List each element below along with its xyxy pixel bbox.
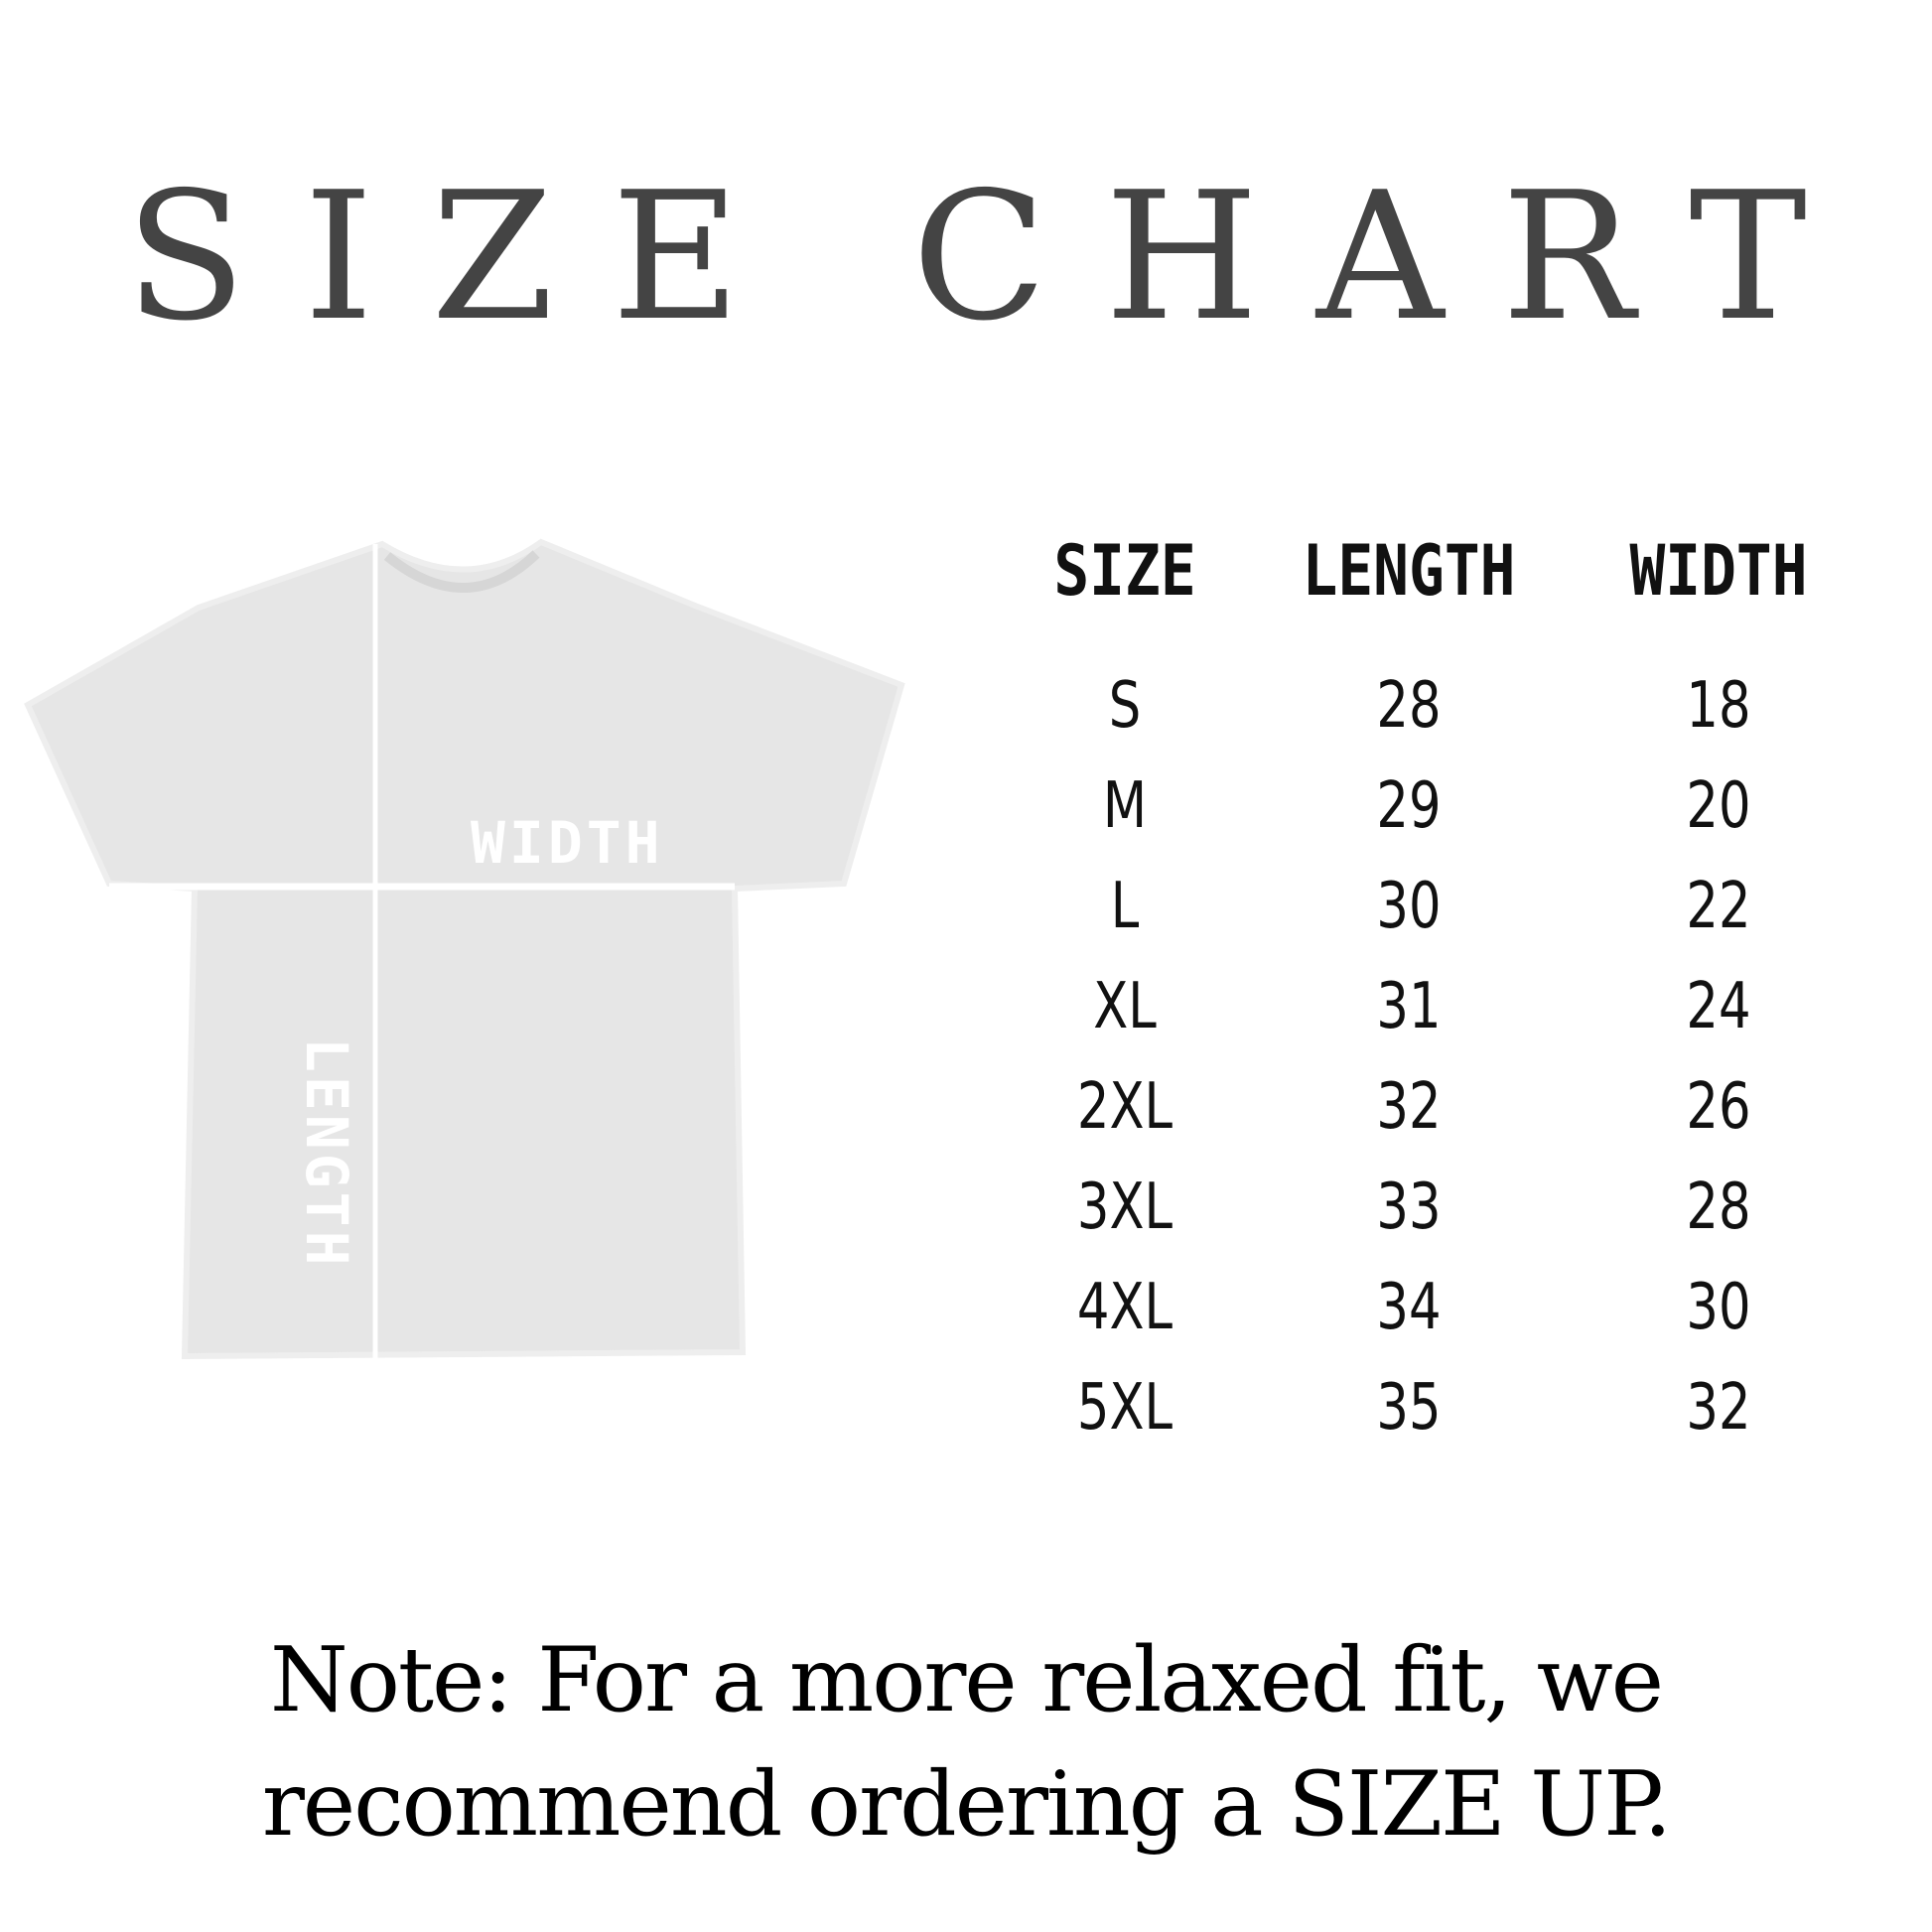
table-row: 2XL 32 26 [1033, 1056, 1906, 1157]
cell-width: 20 [1686, 768, 1751, 843]
table-row: M 29 20 [1033, 756, 1906, 856]
cell-length: 34 [1376, 1270, 1442, 1344]
cell-width: 24 [1686, 969, 1751, 1043]
table-row: 5XL 35 32 [1033, 1357, 1906, 1457]
cell-size: XL [1093, 969, 1157, 1043]
cell-size: 2XL [1076, 1069, 1173, 1144]
cell-length: 32 [1376, 1069, 1442, 1144]
cell-size: 4XL [1076, 1270, 1173, 1344]
cell-width: 22 [1686, 869, 1751, 943]
table-row: 4XL 34 30 [1033, 1257, 1906, 1357]
cell-width: 30 [1686, 1270, 1751, 1344]
cell-size: M [1102, 768, 1148, 843]
tshirt-shape [24, 538, 905, 1360]
cell-width: 28 [1686, 1170, 1751, 1244]
tshirt-image [24, 538, 905, 1410]
cell-width: 32 [1686, 1370, 1751, 1445]
cell-size: S [1108, 668, 1142, 743]
tshirt-collar [383, 550, 540, 593]
cell-length: 31 [1376, 969, 1442, 1043]
table-row: S 28 18 [1033, 655, 1906, 756]
cell-length: 29 [1376, 768, 1442, 843]
cell-length: 30 [1376, 869, 1442, 943]
width-label: WIDTH [471, 809, 664, 877]
cell-length: 28 [1376, 668, 1442, 743]
cell-length: 35 [1376, 1370, 1442, 1445]
cell-size: L [1110, 869, 1140, 943]
header-width: WIDTH [1629, 530, 1808, 612]
table-row: XL 31 24 [1033, 956, 1906, 1056]
table-row: 3XL 33 28 [1033, 1157, 1906, 1257]
size-table: SIZE LENGTH WIDTH S 28 18 M 29 20 L 30 22 XL 31 24 2… [1033, 526, 1906, 1457]
cell-width: 26 [1686, 1069, 1751, 1144]
cell-length: 33 [1376, 1170, 1442, 1244]
cell-size: 5XL [1076, 1370, 1173, 1445]
header-size: SIZE [1053, 530, 1196, 612]
length-label: LENGTH [293, 1037, 360, 1270]
fit-note: Note: For a more relaxed fit, we recomme… [0, 1618, 1932, 1866]
cell-width: 18 [1686, 668, 1751, 743]
note-line-1: Note: For a more relaxed fit, we [269, 1628, 1664, 1732]
table-header: SIZE LENGTH WIDTH [1033, 526, 1906, 616]
table-row: L 30 22 [1033, 856, 1906, 956]
cell-size: 3XL [1076, 1170, 1173, 1244]
header-length: LENGTH [1302, 530, 1516, 612]
note-line-2: recommend ordering a SIZE UP. [261, 1752, 1672, 1857]
page-title: SIZE CHART [124, 154, 1865, 359]
